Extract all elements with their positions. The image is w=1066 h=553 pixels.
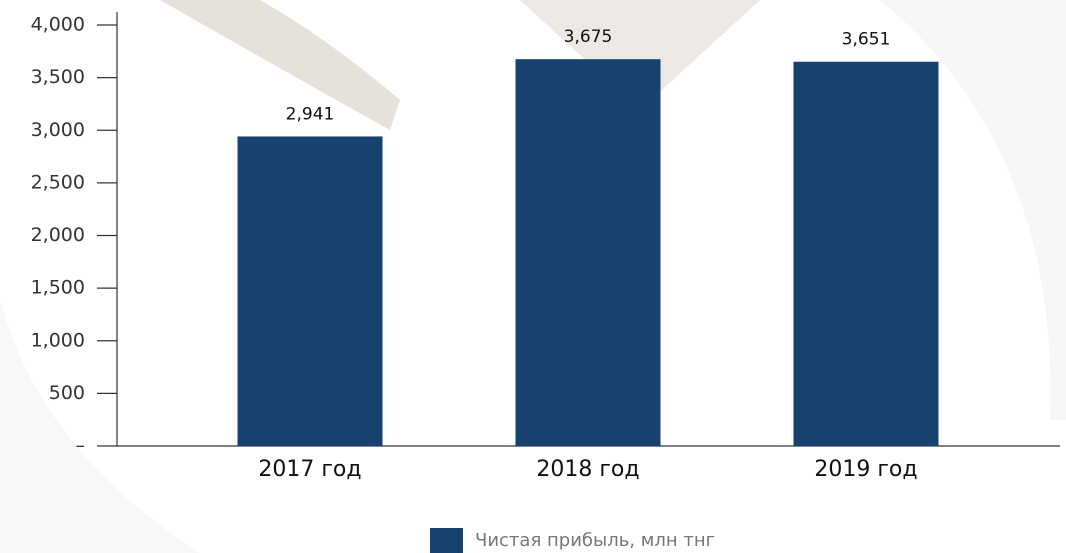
decor-arc <box>0 300 200 553</box>
decor-triangle <box>520 0 760 110</box>
legend-swatch <box>430 528 463 553</box>
legend-label: Чистая прибыль, млн тнг <box>475 530 715 551</box>
y-tick-label: – <box>76 435 86 457</box>
x-tick-label: 2019 год <box>814 457 917 482</box>
y-tick-label: 3,000 <box>31 119 85 141</box>
x-tick-label: 2017 год <box>258 457 361 482</box>
bar <box>237 136 383 446</box>
decor-arc <box>880 0 1066 420</box>
y-tick-label: 1,500 <box>31 277 85 299</box>
y-tick-label: 4,000 <box>31 14 85 36</box>
value-label: 3,675 <box>564 27 613 47</box>
y-tick-label: 2,500 <box>31 171 85 193</box>
y-tick-label: 1,000 <box>31 329 85 351</box>
x-tick-label: 2018 год <box>536 457 639 482</box>
value-label: 3,651 <box>842 30 891 50</box>
decor-arc <box>160 0 400 130</box>
y-tick-label: 500 <box>49 382 85 404</box>
value-label: 2,941 <box>286 104 335 124</box>
y-tick-label: 2,000 <box>31 224 85 246</box>
y-tick-label: 3,500 <box>31 66 85 88</box>
bar <box>793 61 939 447</box>
bar <box>515 59 661 447</box>
